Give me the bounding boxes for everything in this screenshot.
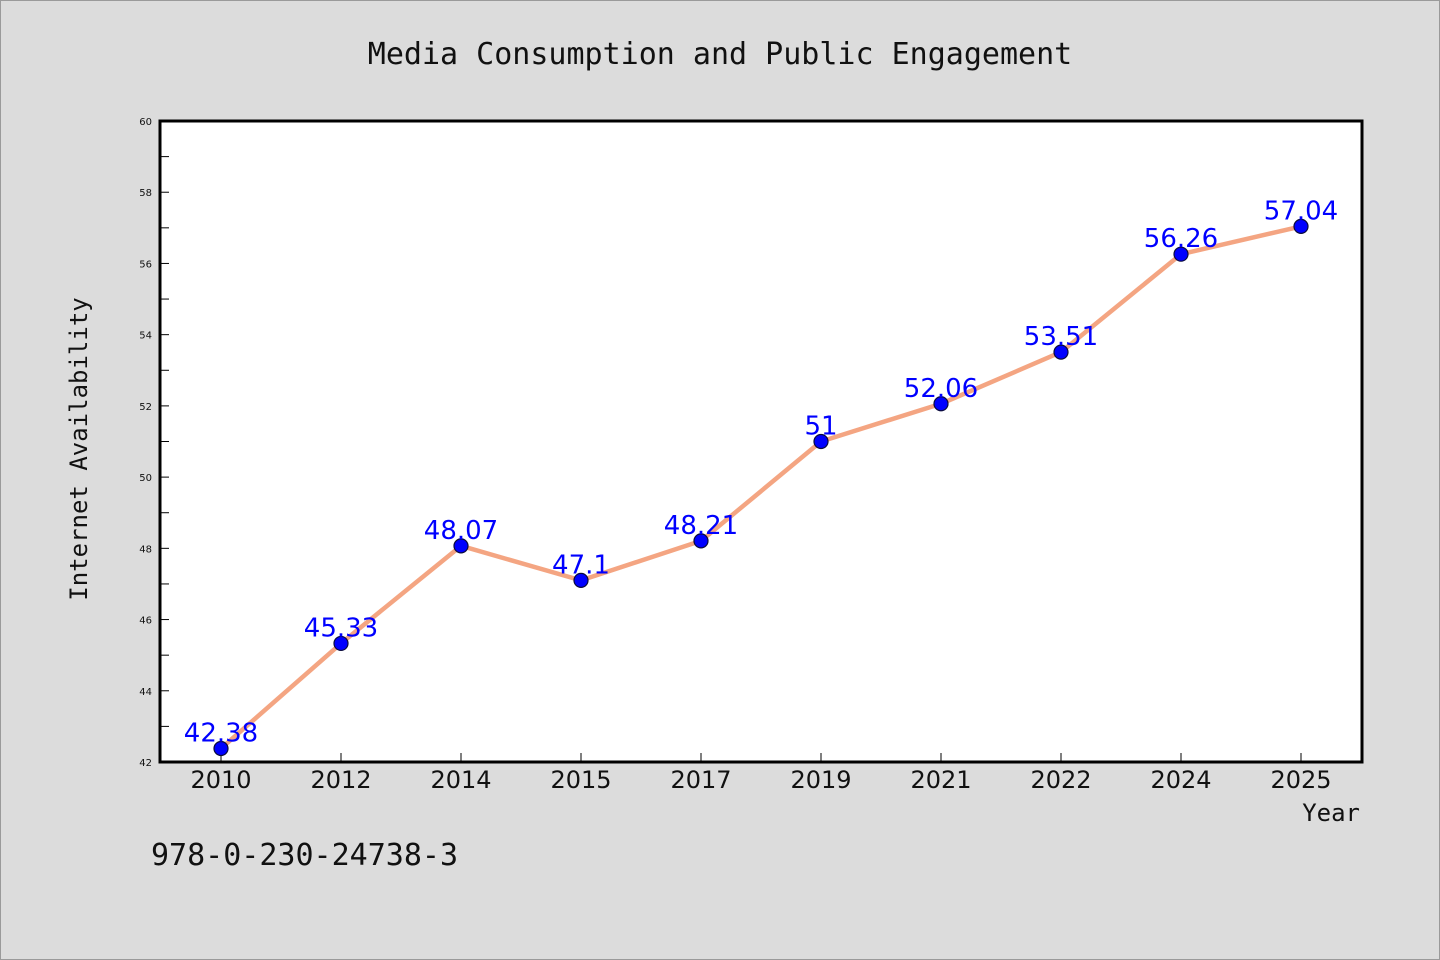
x-tick-label: 2012 xyxy=(310,766,371,794)
data-label: 42.38 xyxy=(184,718,258,748)
data-label: 57.04 xyxy=(1264,196,1338,226)
isbn-text: 978-0-230-24738-3 xyxy=(151,838,458,873)
y-tick-label: 46 xyxy=(139,616,152,627)
x-tick-label: 2017 xyxy=(670,766,731,794)
y-tick-label: 60 xyxy=(139,117,152,128)
y-tick-label: 54 xyxy=(139,331,152,342)
data-label: 53.51 xyxy=(1024,322,1098,352)
data-point xyxy=(813,433,829,450)
data-point xyxy=(933,396,949,412)
data-point xyxy=(333,635,349,652)
data-label: 51 xyxy=(804,412,837,442)
y-axis: 42 44 46 48 50 52 54 56 58 60 xyxy=(139,117,169,769)
x-tick-label: 2021 xyxy=(910,766,971,794)
data-label: 48.07 xyxy=(424,516,498,546)
data-label: 45.33 xyxy=(304,613,378,643)
data-labels-layer: 42.38 45.33 48.07 47.1 48.21 51 52.06 53.51 56.2… xyxy=(184,196,1338,748)
data-point xyxy=(453,538,469,554)
y-tick-label: 52 xyxy=(139,402,152,413)
data-label: 47.1 xyxy=(552,550,610,580)
y-tick-label: 56 xyxy=(139,259,152,270)
data-point xyxy=(1173,246,1189,262)
x-tick-label: 2022 xyxy=(1030,766,1091,794)
data-point xyxy=(213,740,229,757)
x-tick-label: 2015 xyxy=(550,766,611,794)
series-line xyxy=(218,224,1304,751)
data-point xyxy=(1293,218,1309,235)
x-axis: 2010 2012 2014 2015 2017 2019 2021 2022 2024 2025 xyxy=(190,753,1332,794)
y-tick-label: 44 xyxy=(139,687,152,698)
y-tick-label: 58 xyxy=(139,188,152,199)
y-tick-label: 48 xyxy=(139,544,152,555)
data-point xyxy=(573,572,589,588)
plot-area xyxy=(158,119,1364,764)
data-label: 56.26 xyxy=(1144,224,1218,254)
data-label: 52.06 xyxy=(904,374,978,404)
x-tick-label: 2019 xyxy=(790,766,851,794)
x-tick-label: 2025 xyxy=(1270,766,1331,794)
y-tick-label: 42 xyxy=(139,758,152,769)
y-tick-label: 50 xyxy=(139,473,152,484)
data-point xyxy=(1053,344,1069,360)
x-tick-label: 2010 xyxy=(190,766,251,794)
x-tick-label: 2024 xyxy=(1150,766,1211,794)
x-tick-label: 2014 xyxy=(430,766,491,794)
data-label: 48.21 xyxy=(664,511,738,541)
data-point xyxy=(693,533,709,549)
y-axis-label: Internet Availability xyxy=(65,297,93,600)
chart-title: Media Consumption and Public Engagement xyxy=(368,37,1072,72)
series-layer xyxy=(213,218,1309,757)
x-axis-label: Year xyxy=(1302,799,1360,827)
